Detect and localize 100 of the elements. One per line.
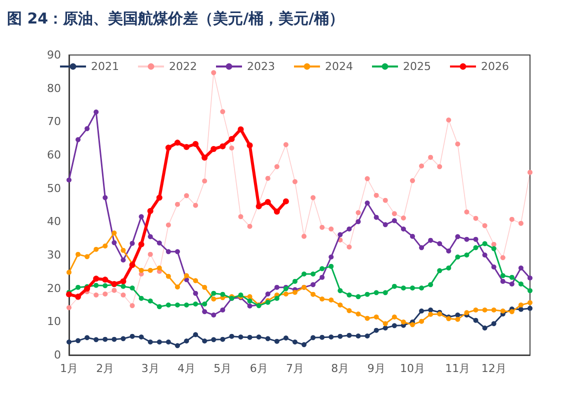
point xyxy=(364,176,370,182)
point xyxy=(94,110,99,114)
point xyxy=(84,335,90,340)
point xyxy=(346,292,352,298)
point xyxy=(166,302,171,308)
point xyxy=(66,340,72,344)
point xyxy=(518,302,524,308)
point xyxy=(120,284,126,289)
point xyxy=(202,284,208,290)
point xyxy=(66,270,72,275)
point xyxy=(166,249,171,254)
point xyxy=(138,296,144,301)
point xyxy=(419,318,424,324)
x-tick-label: 3月 xyxy=(141,362,160,375)
point xyxy=(446,248,452,254)
legend-label: 2024 xyxy=(325,60,353,73)
point xyxy=(310,272,316,276)
point xyxy=(328,264,334,269)
point xyxy=(500,308,506,314)
point xyxy=(346,308,352,314)
point xyxy=(76,137,81,142)
point xyxy=(130,240,135,246)
point xyxy=(382,222,388,228)
point xyxy=(428,308,434,312)
point xyxy=(338,288,343,294)
point xyxy=(320,266,325,272)
point xyxy=(392,218,397,224)
legend-label: 2022 xyxy=(169,60,198,73)
y-tick-label: 0 xyxy=(54,348,61,362)
point xyxy=(229,146,234,150)
point xyxy=(400,216,406,220)
point xyxy=(292,278,298,284)
point xyxy=(518,266,524,270)
point xyxy=(120,336,126,342)
point xyxy=(93,276,100,282)
point xyxy=(148,252,153,257)
point xyxy=(112,336,117,342)
point xyxy=(174,343,180,348)
point xyxy=(346,244,352,250)
point xyxy=(202,154,208,161)
point xyxy=(193,290,198,296)
point xyxy=(292,179,298,184)
point xyxy=(328,226,334,232)
point xyxy=(238,334,244,340)
point xyxy=(446,266,452,270)
point xyxy=(130,286,135,290)
point xyxy=(374,328,379,333)
point xyxy=(174,302,180,308)
point xyxy=(138,241,144,248)
point xyxy=(247,304,252,308)
point xyxy=(302,342,307,348)
x-tick-label: 4月 xyxy=(178,362,196,375)
point xyxy=(102,276,108,283)
point xyxy=(102,292,108,296)
point xyxy=(374,192,379,198)
chart-title: 图 24：原油、美国航煤价差（美元/桶，美元/桶） xyxy=(7,10,344,28)
point xyxy=(283,142,288,148)
point xyxy=(174,202,180,207)
point xyxy=(392,323,397,328)
point xyxy=(184,273,190,278)
point xyxy=(310,195,316,200)
point xyxy=(302,272,307,276)
point xyxy=(428,154,434,160)
point xyxy=(455,234,460,240)
point xyxy=(247,224,252,229)
point xyxy=(400,226,406,232)
point xyxy=(156,194,162,201)
point xyxy=(193,278,198,284)
point xyxy=(84,254,90,260)
point xyxy=(528,300,532,306)
point xyxy=(220,109,226,114)
point xyxy=(148,234,153,240)
point xyxy=(76,284,81,290)
point xyxy=(84,286,90,292)
point xyxy=(428,238,434,243)
point xyxy=(320,334,325,340)
point xyxy=(356,334,361,338)
point xyxy=(193,332,198,338)
point xyxy=(220,143,226,150)
point xyxy=(156,340,162,344)
point xyxy=(500,273,506,278)
point xyxy=(211,290,216,296)
point xyxy=(509,216,514,222)
point xyxy=(302,234,307,239)
point xyxy=(174,284,180,290)
point xyxy=(256,334,262,340)
x-tick-label: 6月 xyxy=(250,362,268,375)
point xyxy=(328,254,334,260)
point xyxy=(246,142,253,148)
point xyxy=(374,314,379,320)
point xyxy=(138,268,144,273)
point xyxy=(356,294,361,300)
point xyxy=(211,70,216,76)
point xyxy=(274,284,280,290)
point xyxy=(156,240,162,246)
point xyxy=(310,292,316,297)
y-tick-label: 40 xyxy=(47,215,61,228)
point xyxy=(328,298,334,302)
point xyxy=(473,308,478,312)
point xyxy=(130,334,135,339)
